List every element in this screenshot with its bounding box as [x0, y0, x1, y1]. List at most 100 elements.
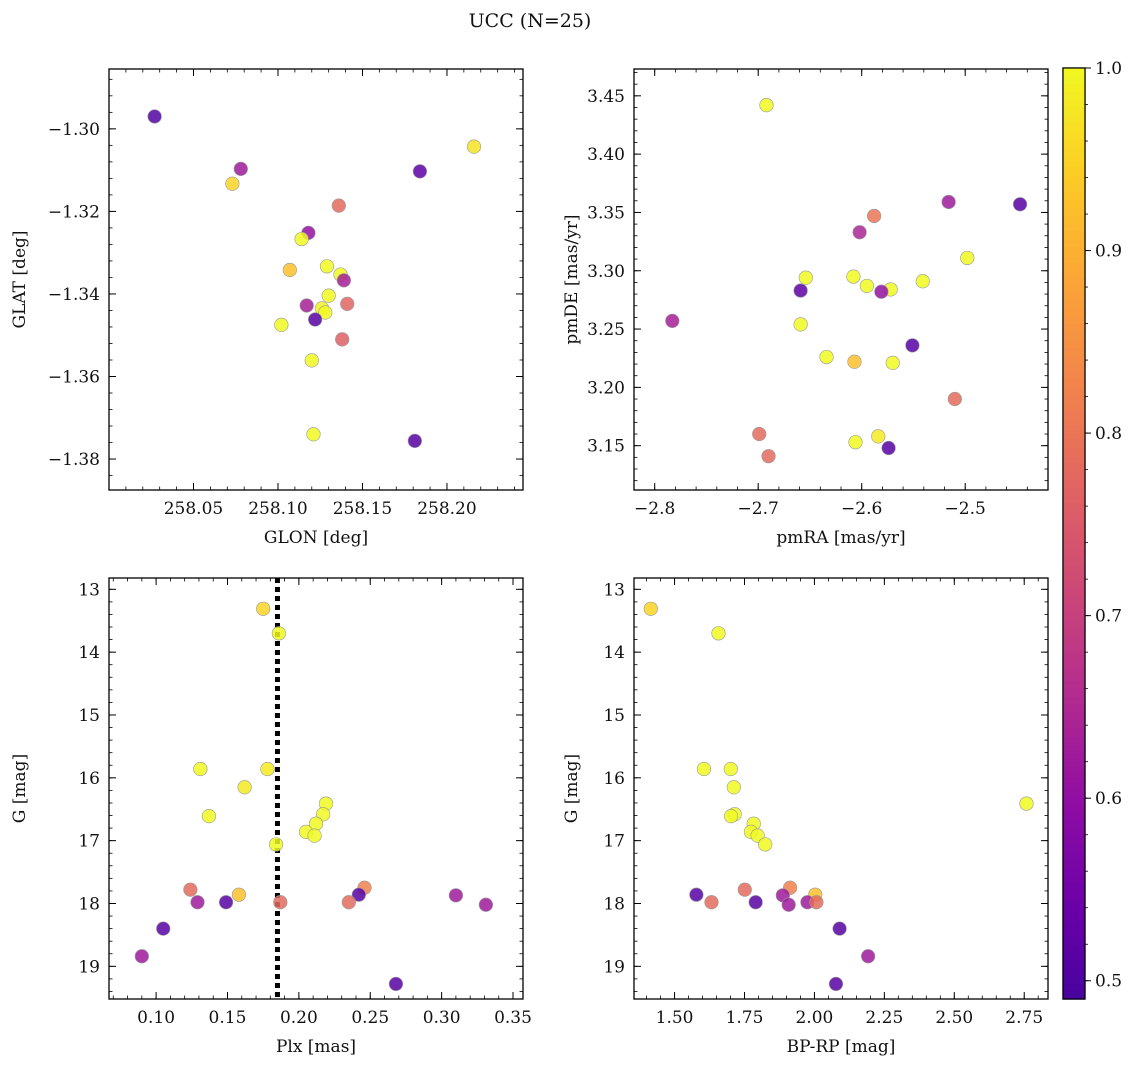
scatter-point: [852, 225, 867, 240]
y-axis-label: GLAT [deg]: [10, 230, 30, 328]
scatter-point: [233, 161, 248, 176]
scatter-point: [848, 435, 863, 450]
scatter-point: [696, 761, 712, 777]
x-tick-label: 2.75: [1005, 1008, 1043, 1028]
scatter-point: [871, 429, 886, 444]
x-tick-label: −2.8: [634, 499, 675, 519]
y-tick-label: 14: [78, 643, 100, 663]
y-axis-label: pmDE [mas/yr]: [562, 214, 582, 344]
y-tick-label: −1.34: [48, 285, 100, 305]
y-tick-label: 13: [603, 580, 625, 600]
scatter-point: [193, 761, 208, 777]
scatter-point: [748, 895, 763, 910]
y-tick-label: 19: [603, 957, 625, 977]
scatter-point: [351, 887, 366, 902]
scatter-point: [331, 198, 346, 213]
scatter-point: [319, 259, 335, 274]
x-tick-label: 2.50: [935, 1008, 973, 1028]
scatter-point: [759, 98, 774, 113]
axis-ticks: [108, 69, 523, 490]
scatter-point: [726, 780, 741, 795]
scatter-point: [665, 313, 680, 329]
scatter-point: [271, 626, 286, 641]
scatter-point: [256, 601, 271, 616]
x-tick-label: 1.75: [726, 1008, 764, 1028]
scatter-point: [260, 761, 275, 777]
scatter-point: [134, 949, 149, 964]
panel-glon-glat: 258.05 258.10 258.15 258.20 −1.30 −1.32 −1.34 −…: [10, 68, 524, 548]
scatter-point: [336, 273, 351, 288]
x-axis-label: Plx [mas]: [276, 1037, 356, 1057]
y-tick-label: 18: [78, 894, 100, 914]
scatter-point: [218, 895, 234, 910]
panel-pmra-pmde: −2.8 −2.7 −2.6 −2.5 3.15 3.20 3.25 3.30 3.35 3.40…: [562, 68, 1049, 548]
axis-ticks: [633, 69, 1049, 490]
x-tick-label: 0.10: [137, 1008, 175, 1028]
x-axis-label: BP-RP [mag]: [787, 1037, 896, 1057]
scatter-point: [335, 332, 350, 347]
scatter-point: [723, 809, 739, 824]
y-tick-label: −1.32: [48, 202, 100, 222]
scatter-point: [294, 231, 309, 247]
scatter-point: [847, 354, 862, 369]
y-tick-label: 16: [603, 769, 625, 789]
scatter-point: [448, 888, 464, 903]
scatter-point: [268, 837, 284, 852]
panel-bprp-g: 1.50 1.75 2.00 2.25 2.50 2.75 13 14 15 16 17 18 19 BP…: [562, 577, 1049, 1057]
scatter-point: [643, 601, 658, 616]
x-axis-label: pmRA [mas/yr]: [776, 528, 905, 548]
y-tick-label: 17: [603, 832, 625, 852]
scatter-point: [318, 305, 333, 320]
colorbar-tick-label: 1.0: [1095, 59, 1122, 79]
x-tick-label: −2.5: [945, 499, 986, 519]
scatter-point: [867, 208, 882, 224]
scatter-point: [231, 887, 247, 902]
x-tick-label: 0.20: [280, 1008, 318, 1028]
x-tick-label: −2.7: [738, 499, 779, 519]
scatter-points: [643, 601, 1034, 992]
y-axis-label: G [mag]: [562, 754, 582, 823]
y-tick-label: 16: [78, 769, 100, 789]
scatter-point: [183, 882, 198, 897]
y-tick-label: 3.25: [587, 320, 625, 340]
x-tick-label: 1.50: [656, 1008, 694, 1028]
y-tick-label: 3.45: [587, 87, 625, 107]
x-tick-label: 0.30: [423, 1008, 461, 1028]
scatter-point: [761, 449, 776, 464]
plot-frame: [633, 577, 1049, 1000]
y-tick-label: 13: [78, 580, 100, 600]
scatter-point: [1012, 197, 1028, 212]
x-tick-label: 2.25: [865, 1008, 903, 1028]
scatter-point: [304, 353, 319, 368]
scatter-point: [723, 761, 738, 777]
scatter-point: [809, 895, 824, 910]
y-tick-label: −1.38: [48, 450, 100, 470]
scatter-point: [704, 895, 719, 910]
colorbar: 0.5 0.6 0.7 0.8 0.9 1.0: [1062, 59, 1122, 1000]
y-tick-label: 3.20: [587, 378, 625, 398]
axis-ticks: [109, 578, 523, 999]
x-tick-label: 0.35: [494, 1008, 532, 1028]
plot-frame: [108, 68, 524, 491]
scatter-point: [859, 278, 874, 294]
y-tick-label: 14: [603, 643, 625, 663]
scatter-point: [237, 780, 252, 795]
scatter-point: [905, 338, 920, 353]
scatter-point: [282, 262, 297, 278]
scatter-point: [947, 391, 962, 407]
y-tick-label: −1.36: [48, 367, 100, 387]
scatter-point: [711, 626, 726, 641]
scatter-point: [737, 882, 752, 897]
scatter-point: [273, 895, 288, 910]
scatter-point: [885, 355, 900, 370]
y-tick-label: 3.40: [587, 145, 625, 165]
scatter-point: [881, 440, 896, 456]
scatter-point: [793, 283, 808, 298]
colorbar-tick-label: 0.9: [1095, 242, 1122, 262]
scatter-point: [201, 809, 217, 824]
scatter-point: [819, 349, 834, 365]
scatter-point: [407, 433, 422, 448]
colorbar-tick-label: 0.7: [1095, 607, 1122, 627]
scatter-point: [156, 921, 171, 936]
